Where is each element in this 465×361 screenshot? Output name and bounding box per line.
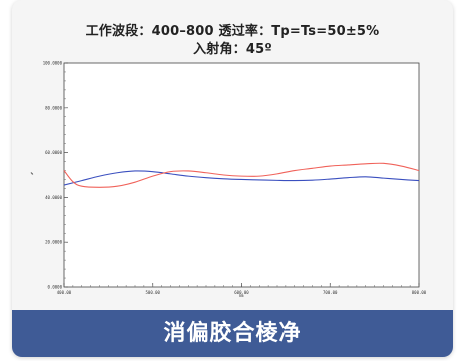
y-tick-label: 20.0000 [45, 240, 62, 245]
x-tick-label: 700.00 [323, 290, 338, 295]
product-card: 工作波段：400–800 透过率：Tp=Ts=50±5% 入射角：45º 0.0… [12, 0, 453, 357]
product-name-banner: 消偏胶合棱净 [12, 310, 453, 357]
series-line-1 [63, 170, 420, 186]
chart-subtitle: 入射角：45º [193, 42, 272, 57]
x-tick-label: 400.00 [57, 290, 72, 295]
plot-area [63, 62, 420, 288]
y-tick-label: 60.0000 [45, 150, 62, 155]
y-tick-label: 0.0000 [48, 285, 63, 290]
x-tick-label: 800.00 [412, 290, 427, 295]
x-axis-label: nm [239, 293, 244, 298]
y-tick-label: 40.0000 [45, 195, 62, 200]
y-tick-label: 80.0000 [45, 105, 62, 110]
series-line-2 [63, 162, 420, 188]
x-tick-label: 600.00 [234, 290, 249, 295]
chart-title: 工作波段：400–800 透过率：Tp=Ts=50±5% [85, 24, 380, 39]
y-tick-label: 100.0000 [43, 61, 63, 66]
y-axis-label: % [31, 171, 34, 176]
transmission-chart: 0.0000 20.0000 40.0000 60.0000 80.0000 100.00… [31, 61, 427, 299]
x-tick-label: 500.00 [146, 290, 161, 295]
